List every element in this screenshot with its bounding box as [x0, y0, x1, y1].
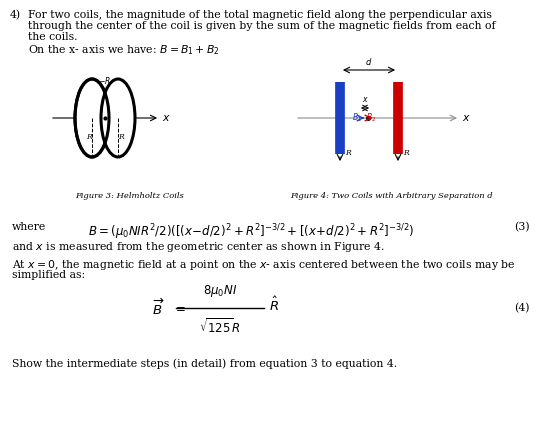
Text: $8\mu_0 NI$: $8\mu_0 NI$	[203, 283, 237, 299]
Text: R: R	[403, 149, 409, 157]
Text: (4): (4)	[514, 303, 530, 313]
Text: R: R	[86, 133, 92, 141]
Text: 4): 4)	[10, 10, 21, 20]
Text: Show the intermediate steps (in detail) from equation 3 to equation 4.: Show the intermediate steps (in detail) …	[12, 358, 397, 369]
Text: On the x- axis we have: $B = B_1 + B_2$: On the x- axis we have: $B = B_1 + B_2$	[28, 43, 220, 57]
Text: For two coils, the magnitude of the total magnetic field along the perpendicular: For two coils, the magnitude of the tota…	[28, 10, 492, 20]
Ellipse shape	[75, 79, 109, 157]
Text: $\overrightarrow{B}$: $\overrightarrow{B}$	[152, 298, 165, 318]
Text: through the center of the coil is given by the sum of the magnetic fields from e: through the center of the coil is given …	[28, 21, 495, 31]
Text: $B_1$: $B_1$	[352, 112, 362, 124]
Text: $x$: $x$	[362, 95, 369, 104]
Text: R: R	[345, 149, 351, 157]
Text: the coils.: the coils.	[28, 32, 78, 42]
Text: Figure 4: Two Coils with Arbitrary Separation d: Figure 4: Two Coils with Arbitrary Separ…	[290, 192, 493, 200]
Text: R: R	[118, 133, 124, 141]
Text: $B = (\mu_0 NIR^2/2)([(x\!-\!d/2)^2 + R^2]^{-3/2} + [(x\!+\!d/2)^2 + R^2]^{-3/2}: $B = (\mu_0 NIR^2/2)([(x\!-\!d/2)^2 + R^…	[88, 222, 414, 241]
Text: simplified as:: simplified as:	[12, 270, 85, 280]
Text: $-R$: $-R$	[98, 75, 111, 86]
Text: (3): (3)	[514, 222, 530, 232]
Text: $x$: $x$	[162, 113, 171, 123]
Text: At $x = 0$, the magnetic field at a point on the $x$- axis centered between the : At $x = 0$, the magnetic field at a poin…	[12, 258, 515, 272]
Ellipse shape	[101, 79, 135, 157]
Text: $B_2$: $B_2$	[366, 112, 376, 124]
Text: and $x$ is measured from the geometric center as shown in Figure 4.: and $x$ is measured from the geometric c…	[12, 240, 385, 254]
Text: $\sqrt{125}R$: $\sqrt{125}R$	[199, 317, 241, 336]
Text: $d$: $d$	[365, 56, 373, 67]
Text: $\hat{R}$: $\hat{R}$	[269, 296, 279, 314]
Text: Figure 3: Helmholtz Coils: Figure 3: Helmholtz Coils	[75, 192, 184, 200]
Text: $=$: $=$	[173, 301, 186, 315]
Text: $x$: $x$	[462, 113, 471, 123]
Text: where: where	[12, 222, 46, 232]
